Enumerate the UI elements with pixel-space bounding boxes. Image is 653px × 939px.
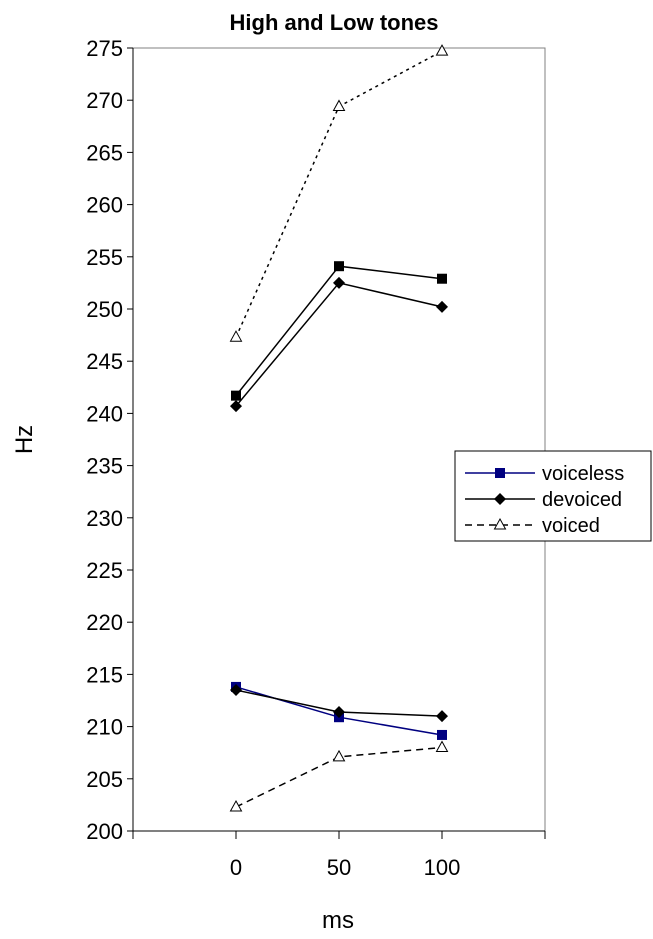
data-point — [437, 729, 447, 740]
y-tick-label: 215 — [86, 662, 123, 687]
x-axis-title: ms — [322, 907, 354, 934]
y-tick-label: 205 — [86, 767, 123, 792]
data-point — [230, 684, 242, 697]
legend-swatch-marker — [495, 468, 505, 478]
data-point — [436, 300, 448, 313]
series-high-devoiced — [230, 276, 448, 413]
y-tick-label: 245 — [86, 349, 123, 374]
series-low-devoiced — [230, 684, 448, 723]
series-low-voiced — [229, 740, 449, 812]
legend-box — [454, 450, 652, 542]
data-point — [435, 44, 449, 56]
legend-label: voiced — [542, 515, 600, 537]
y-tick-label: 265 — [86, 140, 123, 165]
legend: voiceless devoiced voiced — [454, 450, 652, 542]
data-point — [333, 705, 345, 718]
legend-swatch-marker — [494, 493, 506, 505]
y-tick-label: 220 — [86, 610, 123, 635]
x-tick-label: 100 — [424, 855, 461, 880]
chart-title: High and Low tones — [230, 10, 439, 35]
data-point — [332, 749, 346, 762]
y-tick-label: 255 — [86, 245, 123, 270]
series-line — [235, 282, 443, 407]
x-tick-label: 0 — [230, 855, 242, 880]
x-axis: 0 50 100 — [132, 830, 546, 880]
series-layer — [229, 44, 449, 812]
y-tick-label: 230 — [86, 506, 123, 531]
y-tick-label: 200 — [86, 819, 123, 844]
y-tick-label: 270 — [86, 88, 123, 113]
data-point — [332, 99, 346, 111]
legend-label: devoiced — [542, 489, 622, 511]
data-point — [231, 390, 241, 401]
data-point — [230, 400, 242, 413]
data-point — [435, 740, 449, 752]
legend-label: voiceless — [542, 463, 624, 485]
x-tick-label: 50 — [327, 855, 351, 880]
series-high-voiced — [229, 44, 449, 342]
series-high-voiceless — [231, 261, 447, 401]
y-tick-label: 275 — [86, 36, 123, 61]
y-tick-label: 235 — [86, 454, 123, 479]
y-tick-label: 225 — [86, 558, 123, 583]
data-point — [436, 710, 448, 723]
y-axis-title: Hz — [11, 425, 38, 454]
data-point — [333, 276, 345, 289]
y-tick-label: 260 — [86, 193, 123, 218]
y-tick-label: 210 — [86, 715, 123, 740]
y-tick-label: 240 — [86, 401, 123, 426]
y-tick-label: 250 — [86, 297, 123, 322]
legend-swatch-marker — [493, 517, 507, 530]
data-point — [229, 330, 243, 342]
data-point — [437, 273, 447, 284]
data-point — [229, 799, 243, 812]
data-point — [334, 261, 344, 272]
series-line — [235, 50, 443, 338]
y-axis: 200 205 210 215 220 225 230 235 240 245 250 255 260 2… — [86, 36, 134, 844]
